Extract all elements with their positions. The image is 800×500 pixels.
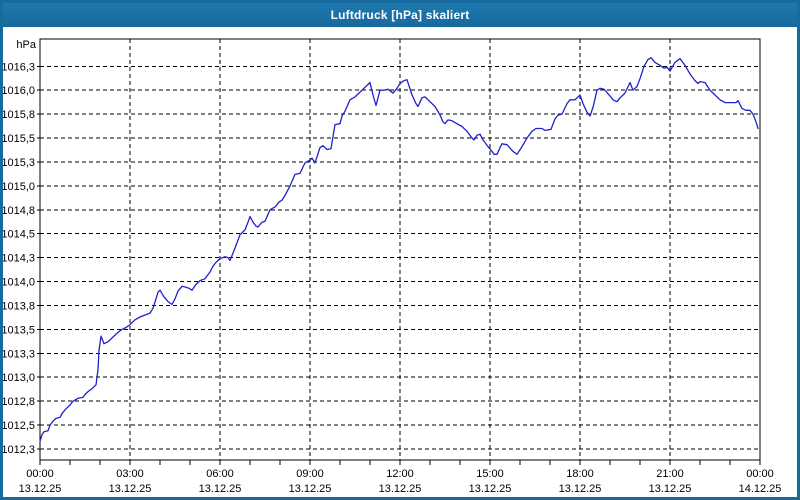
pressure-line bbox=[39, 57, 759, 442]
title-bar[interactable]: Luftdruck [hPa] skaliert bbox=[3, 3, 797, 27]
y-tick-label: 1015,0 bbox=[3, 181, 35, 193]
x-tick-date-label: 13.12.25 bbox=[559, 483, 602, 495]
y-tick-label: 1016,3 bbox=[3, 61, 35, 73]
y-tick-label: 1013,0 bbox=[3, 372, 35, 384]
x-tick-time-label: 09:00 bbox=[296, 468, 324, 480]
y-tick-label: 1013,8 bbox=[3, 300, 35, 312]
y-tick-label: 1015,3 bbox=[3, 157, 35, 169]
x-tick-time-label: 15:00 bbox=[476, 468, 504, 480]
y-tick-label: 1012,5 bbox=[3, 420, 35, 432]
x-tick-time-label: 00:00 bbox=[26, 468, 54, 480]
window-title: Luftdruck [hPa] skaliert bbox=[330, 8, 470, 22]
x-tick-time-label: 03:00 bbox=[116, 468, 144, 480]
x-tick-date-label: 13.12.25 bbox=[469, 483, 512, 495]
x-tick-date-label: 13.12.25 bbox=[379, 483, 422, 495]
x-tick-date-label: 13.12.25 bbox=[649, 483, 692, 495]
y-tick-label: 1014,8 bbox=[3, 205, 35, 217]
x-tick-time-label: 18:00 bbox=[566, 468, 594, 480]
y-tick-label: 1015,8 bbox=[3, 109, 35, 121]
pressure-chart: hPa 1016,3 1016,0 1015,8 1015,5 1015,3 1015,0 1… bbox=[3, 38, 782, 495]
x-tick-date-label: 13.12.25 bbox=[19, 483, 62, 495]
y-tick-label: 1015,5 bbox=[3, 133, 35, 145]
y-axis-unit-label: hPa bbox=[16, 39, 36, 51]
y-tick-label: 1013,5 bbox=[3, 324, 35, 336]
x-tick-time-label: 12:00 bbox=[386, 468, 414, 480]
y-tick-label: 1012,8 bbox=[3, 396, 35, 408]
x-tick-date-label: 13.12.25 bbox=[109, 483, 152, 495]
y-tick-label: 1014,3 bbox=[3, 253, 35, 265]
x-tick-time-label: 21:00 bbox=[656, 468, 684, 480]
x-tick-time-label: 06:00 bbox=[206, 468, 234, 480]
x-tick-time-label: 00:00 bbox=[746, 468, 774, 480]
chart-container: hPa 1016,3 1016,0 1015,8 1015,5 1015,3 1015,0 1… bbox=[3, 27, 797, 497]
x-tick-date-label: 13.12.25 bbox=[289, 483, 332, 495]
y-tick-label: 1013,3 bbox=[3, 348, 35, 360]
y-tick-label: 1014,5 bbox=[3, 229, 35, 241]
x-tick-date-label: 14.12.25 bbox=[739, 483, 782, 495]
x-tick-date-label: 13.12.25 bbox=[199, 483, 242, 495]
y-tick-label: 1016,0 bbox=[3, 85, 35, 97]
y-tick-label: 1012,3 bbox=[3, 444, 35, 456]
y-tick-label: 1014,0 bbox=[3, 277, 35, 289]
